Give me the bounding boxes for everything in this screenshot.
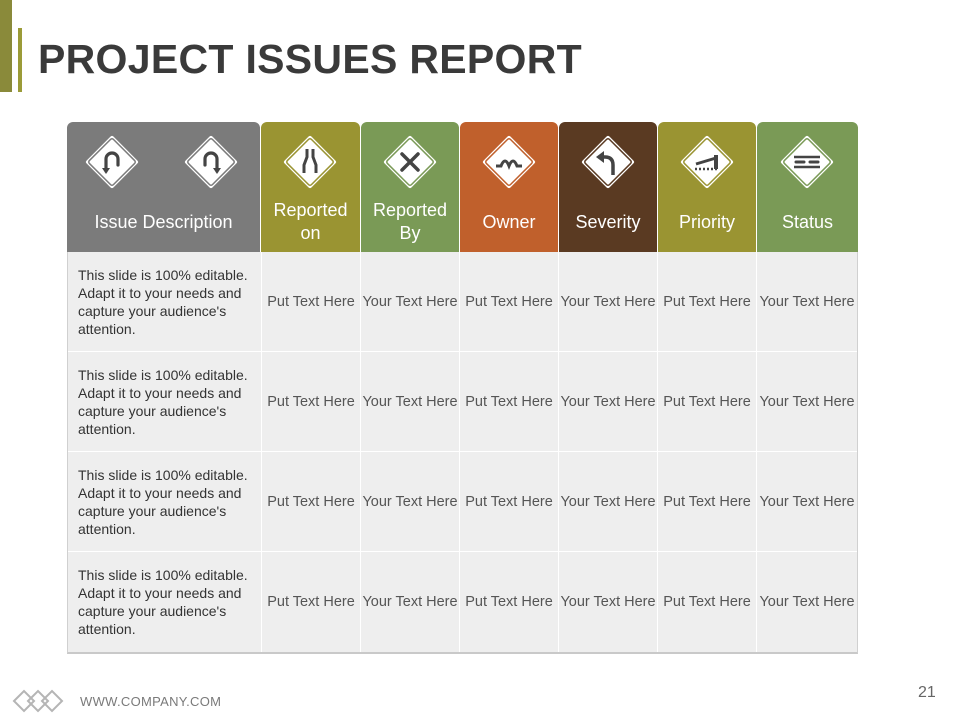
- owner-cell: Put Text Here: [460, 452, 559, 552]
- header-severity: Severity: [559, 122, 657, 252]
- cell-text: Put Text Here: [663, 293, 751, 310]
- cell-text: Put Text Here: [465, 293, 553, 310]
- reported-on-cell: Put Text Here: [262, 552, 361, 652]
- status-cell: Your Text Here: [757, 352, 857, 452]
- table-body: This slide is 100% editable. Adapt it to…: [67, 252, 858, 654]
- table-row: This slide is 100% editable. Adapt it to…: [68, 252, 857, 352]
- footer-url: WWW.COMPANY.COM: [80, 694, 222, 709]
- table-row: This slide is 100% editable. Adapt it to…: [68, 552, 857, 652]
- issues-table: Issue Description Reported on Reported B…: [67, 122, 858, 655]
- status-cell: Your Text Here: [757, 552, 857, 652]
- owner-cell: Put Text Here: [460, 352, 559, 452]
- cell-text: Your Text Here: [759, 594, 855, 610]
- status-cell: Your Text Here: [757, 252, 857, 352]
- cell-text: Your Text Here: [362, 493, 458, 510]
- table-row: This slide is 100% editable. Adapt it to…: [68, 352, 857, 452]
- page-number: 21: [918, 684, 936, 701]
- table-row: This slide is 100% editable. Adapt it to…: [68, 452, 857, 552]
- cell-text: Your Text Here: [560, 594, 656, 610]
- header-label: Owner: [482, 211, 536, 232]
- header-label: Reported on: [273, 200, 348, 243]
- cell-text: Your Text Here: [759, 293, 855, 310]
- reported-on-cell: Put Text Here: [262, 352, 361, 452]
- priority-cell: Put Text Here: [658, 252, 757, 352]
- linked-diamonds-logo-icon: [12, 689, 64, 713]
- cell-text: Your Text Here: [759, 393, 855, 410]
- cell-text: Put Text Here: [267, 594, 355, 610]
- header-label: Status: [781, 211, 834, 232]
- cell-text: Put Text Here: [267, 393, 355, 410]
- header-label: Reported By: [372, 200, 448, 243]
- u-turn-right-sign-icon: [182, 133, 240, 191]
- cell-text: Put Text Here: [663, 493, 751, 510]
- header-reported-on: Reported on: [261, 122, 360, 252]
- cell-text: This slide is 100% editable. Adapt it to…: [78, 266, 248, 337]
- priority-cell: Put Text Here: [658, 452, 757, 552]
- issue-description-cell: This slide is 100% editable. Adapt it to…: [68, 252, 262, 352]
- issue-description-cell: This slide is 100% editable. Adapt it to…: [68, 552, 262, 652]
- cell-text: Put Text Here: [267, 293, 355, 310]
- left-curve-arrow-sign-icon: [579, 133, 637, 191]
- status-cell: Your Text Here: [757, 452, 857, 552]
- severity-cell: Your Text Here: [559, 352, 658, 452]
- cell-text: This slide is 100% editable. Adapt it to…: [78, 466, 248, 537]
- crossroads-x-sign-icon: [381, 133, 439, 191]
- reported-by-cell: Your Text Here: [361, 252, 460, 352]
- reported-by-cell: Your Text Here: [361, 352, 460, 452]
- severity-cell: Your Text Here: [559, 552, 658, 652]
- cell-text: Put Text Here: [267, 493, 355, 510]
- cell-text: Your Text Here: [759, 493, 855, 510]
- cell-text: Put Text Here: [465, 393, 553, 410]
- severity-cell: Your Text Here: [559, 252, 658, 352]
- divided-road-sign-icon: [778, 133, 836, 191]
- header-label: Priority: [678, 211, 735, 232]
- title-accent-line: [18, 28, 22, 92]
- header-owner: Owner: [460, 122, 558, 252]
- header-priority: Priority: [658, 122, 756, 252]
- cell-text: Your Text Here: [560, 393, 656, 410]
- header-status: Status: [757, 122, 858, 252]
- cell-text: Your Text Here: [362, 393, 458, 410]
- header-label: Issue Description: [94, 211, 233, 232]
- speed-bump-sign-icon: [480, 133, 538, 191]
- u-turn-left-sign-icon: [83, 133, 141, 191]
- cell-text: Your Text Here: [362, 293, 458, 310]
- page-title: PROJECT ISSUES REPORT: [38, 36, 582, 82]
- cell-text: Put Text Here: [663, 594, 751, 610]
- owner-cell: Put Text Here: [460, 552, 559, 652]
- reported-by-cell: Your Text Here: [361, 452, 460, 552]
- severity-cell: Your Text Here: [559, 452, 658, 552]
- header-reported-by: Reported By: [361, 122, 459, 252]
- issue-description-cell: This slide is 100% editable. Adapt it to…: [68, 352, 262, 452]
- priority-cell: Put Text Here: [658, 552, 757, 652]
- cell-text: Your Text Here: [560, 493, 656, 510]
- cell-text: This slide is 100% editable. Adapt it to…: [78, 567, 248, 637]
- cell-text: This slide is 100% editable. Adapt it to…: [78, 366, 248, 437]
- reported-on-cell: Put Text Here: [262, 452, 361, 552]
- owner-cell: Put Text Here: [460, 252, 559, 352]
- header-issue-description: Issue Description: [67, 122, 260, 252]
- cell-text: Your Text Here: [560, 293, 656, 310]
- cell-text: Put Text Here: [465, 594, 553, 610]
- road-narrows-sign-icon: [281, 133, 339, 191]
- header-label: Severity: [575, 211, 641, 232]
- cell-text: Put Text Here: [663, 393, 751, 410]
- reported-by-cell: Your Text Here: [361, 552, 460, 652]
- priority-cell: Put Text Here: [658, 352, 757, 452]
- reported-on-cell: Put Text Here: [262, 252, 361, 352]
- cell-text: Put Text Here: [465, 493, 553, 510]
- railroad-barrier-sign-icon: [678, 133, 736, 191]
- cell-text: Your Text Here: [362, 594, 458, 610]
- title-accent-bar: [0, 0, 12, 92]
- issue-description-cell: This slide is 100% editable. Adapt it to…: [68, 452, 262, 552]
